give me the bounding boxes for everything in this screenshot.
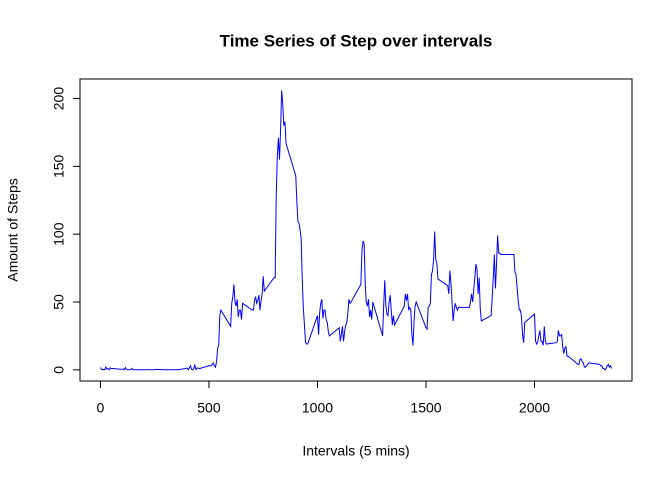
x-tick-label: 1500 xyxy=(410,400,441,416)
y-axis-label: Amount of Steps xyxy=(5,178,21,282)
y-tick-label: 50 xyxy=(51,294,67,310)
x-tick-label: 2000 xyxy=(519,400,550,416)
y-tick-label: 200 xyxy=(51,87,67,111)
plot-frame xyxy=(79,78,633,382)
x-axis-label: Intervals (5 mins) xyxy=(302,443,409,459)
x-tick-label: 0 xyxy=(97,400,105,416)
y-tick-label: 100 xyxy=(51,222,67,246)
chart-title: Time Series of Step over intervals xyxy=(220,31,493,50)
x-tick-label: 500 xyxy=(197,400,221,416)
x-tick-label: 1000 xyxy=(302,400,333,416)
y-tick-label: 150 xyxy=(51,154,67,178)
y-tick-label: 0 xyxy=(51,366,67,374)
data-line xyxy=(100,90,613,371)
